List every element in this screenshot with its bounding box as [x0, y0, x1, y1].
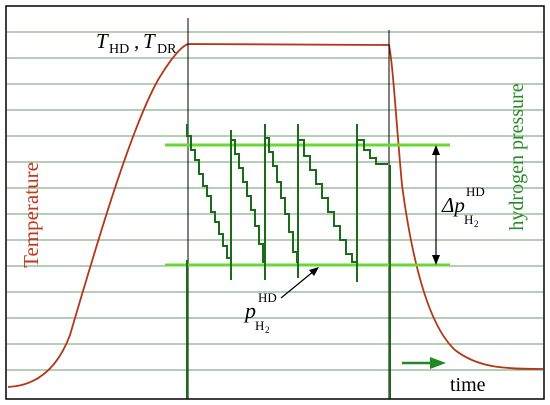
pressure-pointer-arrowhead	[309, 267, 319, 276]
temperature-axis-label: Temperature	[19, 162, 43, 268]
pressure-label: p HD H 2	[243, 290, 277, 335]
delta-p-superscript: HD	[466, 184, 485, 199]
delta-p-subscript: H	[464, 212, 473, 227]
t-dr-symbol: T	[143, 29, 156, 53]
label-comma: ,	[134, 29, 139, 53]
t-dr-subscript: DR	[157, 42, 177, 57]
delta-p-subsubscript: 2	[474, 219, 479, 229]
delta-pressure-label: Δp HD H 2	[441, 184, 485, 229]
p-superscript: HD	[258, 290, 277, 305]
time-arrow	[402, 357, 446, 369]
p-subsubscript: 2	[265, 325, 270, 335]
time-label: time	[450, 374, 486, 396]
delta-p-symbol: Δp	[441, 193, 465, 217]
delta-pressure-arrow	[432, 145, 440, 265]
horizontal-grid-lines	[7, 31, 543, 371]
hydrogen-pressure-trace	[186, 124, 388, 268]
delta-pressure-arrowhead-down	[432, 255, 440, 265]
temperature-hold-label: T HD , T DR	[96, 29, 177, 57]
p-subscript: H	[255, 318, 264, 333]
p-symbol: p	[243, 298, 256, 323]
delta-pressure-arrowhead-up	[432, 145, 440, 155]
diagram-frame	[5, 5, 545, 400]
pressure-axis-label: hydrogen pressure	[506, 83, 528, 230]
pressure-pointer-line	[280, 270, 315, 299]
pressure-vertical-lines	[186, 124, 391, 399]
pressure-pointer-arrow	[280, 267, 319, 299]
t-hd-subscript: HD	[109, 42, 129, 57]
t-hd-symbol: T	[96, 29, 109, 53]
time-arrowhead	[430, 357, 446, 369]
